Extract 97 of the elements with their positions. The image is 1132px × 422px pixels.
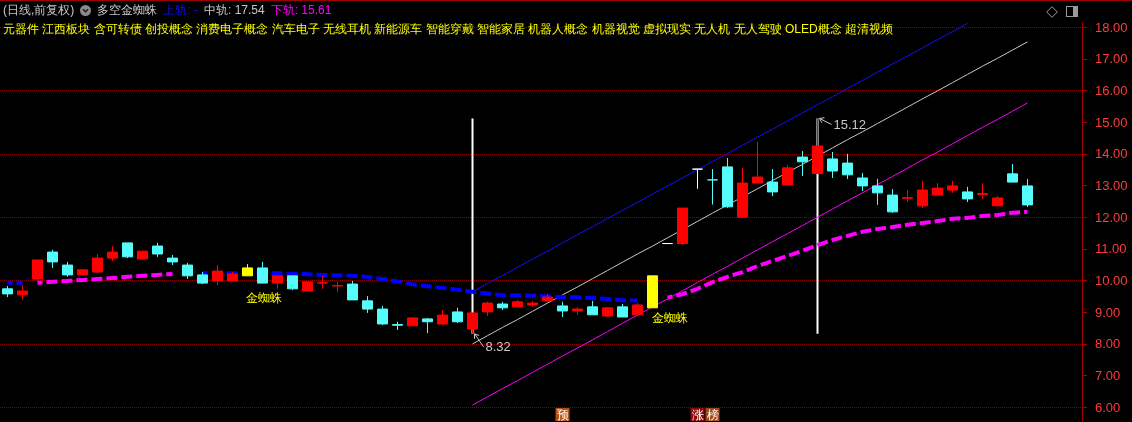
candlestick [467,312,478,335]
y-tick-label: 18.00 [1095,19,1128,35]
annotation: 预 [556,408,569,422]
candlestick [962,186,973,203]
candlestick [992,195,1003,207]
candlestick [917,180,928,209]
y-tick-label: 13.00 [1095,178,1128,194]
annotation: 15.12 [833,116,867,132]
candlestick [542,293,553,303]
candlestick [407,316,418,327]
candlestick [92,253,103,274]
candlestick [947,180,958,194]
annotation: 榜 [706,408,719,422]
candlestick [227,271,238,282]
candlestick [617,303,628,318]
candlestick [392,321,403,331]
y-tick-label: 16.00 [1095,83,1128,99]
candlestick [167,254,178,266]
candlestick [722,157,733,209]
candlestick [272,275,283,290]
candlestick [197,271,208,285]
candlestick [182,262,193,280]
candlestick [317,275,328,290]
y-tick-label: 15.00 [1095,114,1128,130]
annotation: 涨 [691,408,704,422]
y-tick-label: 11.00 [1095,241,1127,257]
y-tick-label: 9.00 [1095,304,1121,320]
text: 上轨: - [163,3,198,17]
text: 下轨: 15.61 [270,3,332,17]
candlestick [767,168,778,197]
candlestick [842,153,853,180]
chart-title: (日线,前复权) [3,3,75,17]
chart-subtitle: 多空金蜘蛛 [97,3,158,17]
candlestick [287,275,298,291]
candlestick [302,280,313,292]
candlestick [692,168,703,190]
candlestick [137,250,148,261]
y-tick-label: 7.00 [1095,368,1121,384]
candlestick [77,268,88,276]
candlestick [737,167,748,218]
y-tick-label: 10.00 [1095,273,1128,289]
y-tick-label: 14.00 [1095,146,1128,162]
annotation: 元器件 江西板块 含可转债 创投概念 消费电子概念 汽车电子 无线耳机 新能源车 智能穿戴 智能家居 机器人概念 机器视觉 虚拟现实 无人机 无人驾驶 OLED概念 超清视频 [3,22,894,36]
candlestick [782,164,793,186]
annotation: 8.32 [485,339,511,355]
annotation: 金蜘蛛 [652,311,688,325]
candlestick [977,182,988,200]
candlestick [332,281,343,293]
candlestick [257,261,268,284]
line-series [472,102,1028,406]
y-tick-label: 12.00 [1095,209,1128,225]
line-series [200,271,640,303]
candlestick [212,264,223,286]
candlestick [677,207,688,246]
candlestick [32,259,43,282]
candlestick [1007,163,1018,183]
candlestick [632,302,643,316]
candlestick [242,263,253,277]
candlestick [857,172,868,192]
candlestick [47,249,58,269]
candlestick [122,242,133,259]
y-tick-label: 6.00 [1095,399,1121,415]
candlestick [527,300,538,308]
candlestick [362,295,373,314]
candlestick [872,178,883,206]
candlestick [377,305,388,326]
candlestick [887,188,898,214]
line-series [35,271,175,285]
candlestick [557,301,568,318]
candlestick [437,309,448,326]
candlestick [482,301,493,317]
candlestick [452,307,463,324]
candlestick [152,242,163,258]
candlestick [1022,178,1033,208]
candlestick [752,141,763,184]
candlestick [512,299,523,309]
candlestick [797,150,808,177]
y-tick-label: 17.00 [1095,51,1128,67]
candlestick [587,300,598,316]
candlestick [572,306,583,316]
text: 中轨: 17.54 [204,3,265,17]
candlestick [827,151,838,179]
candlestick [647,275,658,309]
candlestick [62,261,73,278]
candlestick [707,168,718,206]
y-tick-label: 8.00 [1095,336,1121,352]
candlestick [107,245,118,262]
annotation: 金蜘蛛 [246,291,282,305]
candlestick [497,301,508,311]
candlestick [422,317,433,334]
candlestick [932,182,943,196]
candlestick [2,285,13,298]
candlestick [17,284,28,301]
line-series [472,22,968,293]
candlestick [602,306,613,318]
candlestick [902,189,913,203]
candlestick [347,280,358,301]
